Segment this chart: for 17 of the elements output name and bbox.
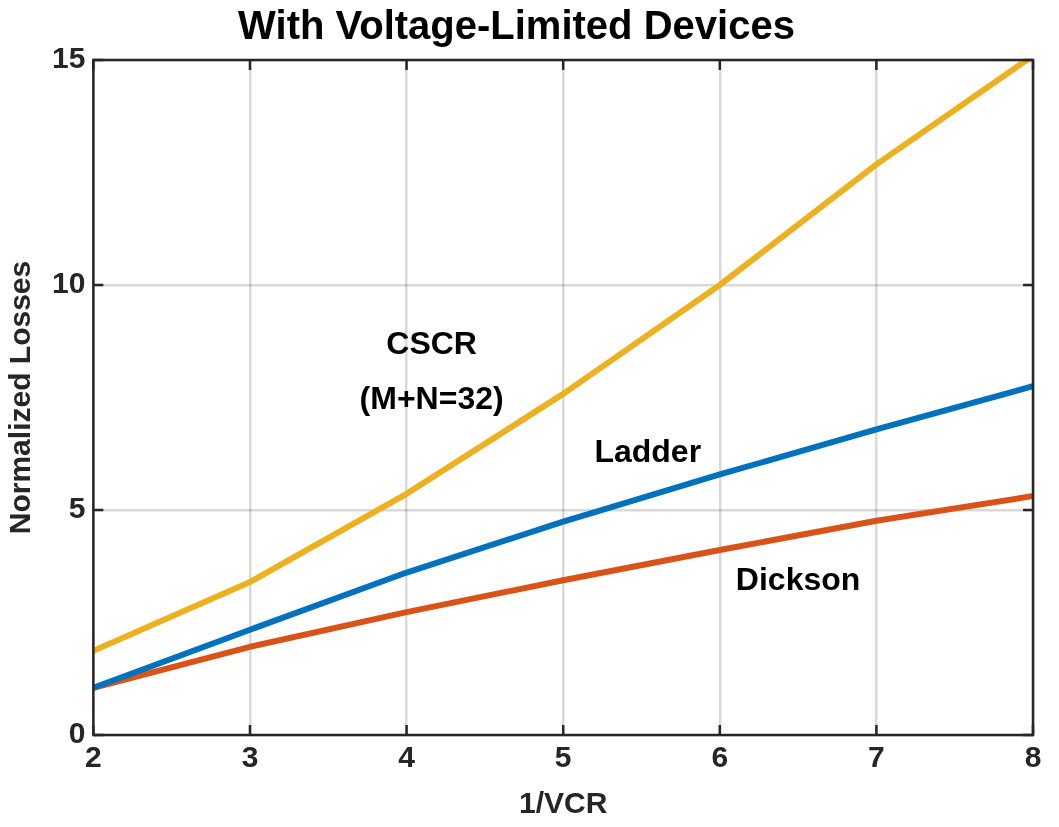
y-tick-label: 5 — [68, 491, 86, 525]
x-tick-label: 3 — [241, 740, 259, 774]
x-axis-title: 1/VCR — [519, 786, 608, 820]
chart-title: With Voltage-Limited Devices — [238, 3, 795, 48]
y-tick-label: 0 — [68, 716, 86, 750]
y-tick-label: 15 — [51, 41, 86, 75]
series-label: Dickson — [735, 561, 861, 598]
x-tick-label: 5 — [554, 740, 572, 774]
y-tick-label: 10 — [51, 266, 86, 300]
x-tick-label: 2 — [85, 740, 102, 774]
x-tick-label: 6 — [711, 740, 729, 774]
series-label: Ladder — [594, 433, 702, 470]
series-label: CSCR (M+N=32) — [359, 325, 504, 417]
x-tick-label: 4 — [398, 740, 416, 774]
x-tick-label: 8 — [1024, 740, 1042, 774]
y-axis-title: Normalized Losses — [3, 260, 37, 535]
x-tick-label: 7 — [868, 740, 885, 774]
